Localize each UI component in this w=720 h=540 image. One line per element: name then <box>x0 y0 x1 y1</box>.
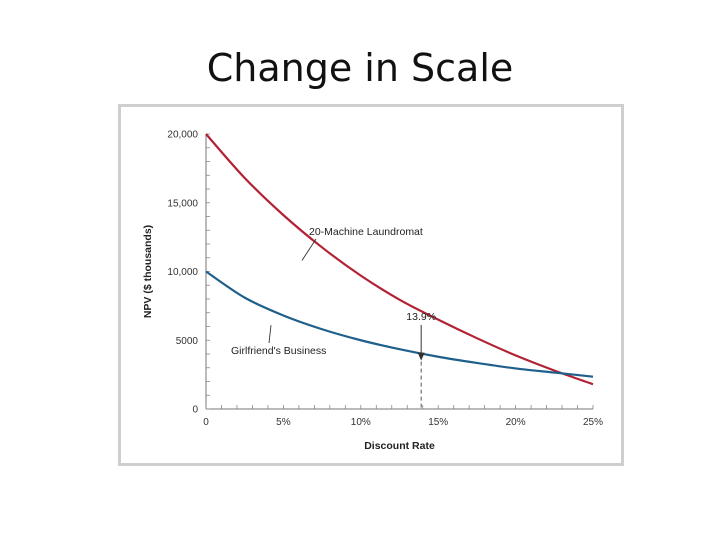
annotation-crossover-arrow-head <box>417 352 425 361</box>
x-tick-label: 10% <box>351 417 371 428</box>
y-tick-label: 15,000 <box>167 198 198 209</box>
axes <box>205 134 593 410</box>
y-tick-label: 10,000 <box>167 267 198 278</box>
annotation-laundromat-label: 20-Machine Laundromat <box>309 226 423 238</box>
annotation-laundromat-leader <box>301 238 317 261</box>
x-tick-label: 0 <box>203 417 209 428</box>
y-tick-label: 0 <box>192 405 198 416</box>
annotations: 20-Machine Laundromat Girlfriend's Busine… <box>231 226 436 409</box>
y-tick-label: 20,000 <box>167 130 198 141</box>
y-tick-label: 5000 <box>176 336 199 347</box>
annotation-crossover-label: 13.9% <box>406 311 436 323</box>
chart-frame: 0 5000 10,000 15,000 20,000 0 5% 10% 15% 20% 25% 2… <box>118 104 624 466</box>
x-tick-label: 15% <box>428 417 448 428</box>
slide-title: Change in Scale <box>206 46 514 90</box>
annotation-girlfriends-leader <box>268 325 272 344</box>
x-tick-label: 20% <box>506 417 526 428</box>
series-line-girlfriends-business <box>205 270 594 378</box>
x-tick-label: 5% <box>276 417 291 428</box>
y-axis-title: NPV ($ thousands) <box>142 225 154 318</box>
x-tick-label: 25% <box>583 417 603 428</box>
ticks: 0 5000 10,000 15,000 20,000 0 5% 10% 15% 20% 25% <box>167 130 603 429</box>
annotation-girlfriends-label: Girlfriend's Business <box>231 345 326 357</box>
npv-chart: 0 5000 10,000 15,000 20,000 0 5% 10% 15% 20% 25% 2… <box>142 130 603 453</box>
series-lines <box>205 133 594 386</box>
series-line-laundromat <box>205 133 594 386</box>
x-axis-title: Discount Rate <box>364 440 435 452</box>
